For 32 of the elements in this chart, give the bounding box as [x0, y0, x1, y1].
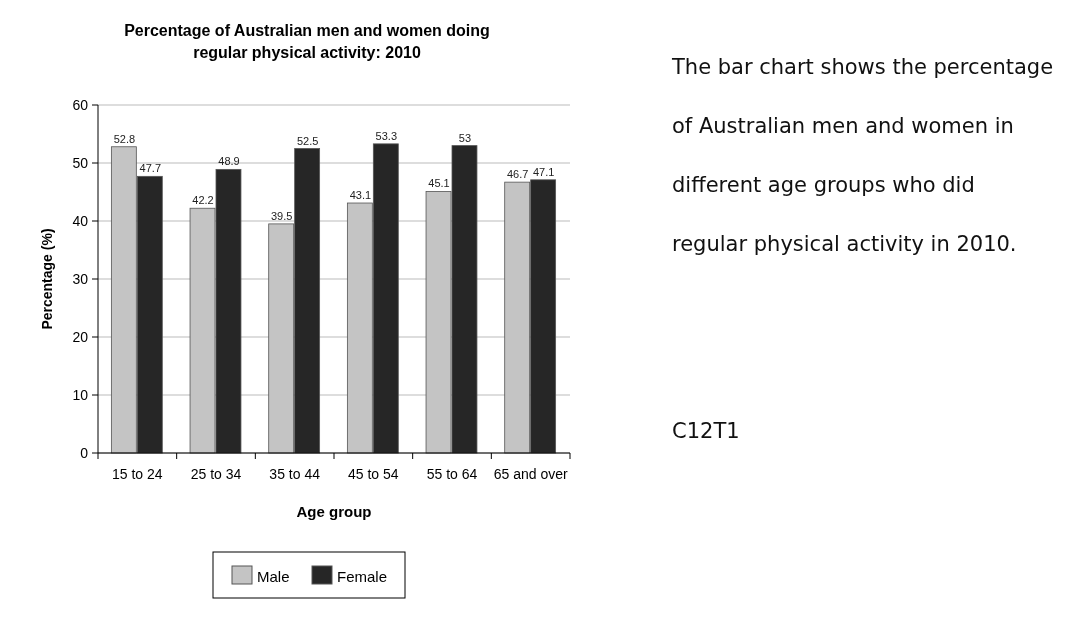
chart-title: Percentage of Australian men and women doing regular physical activity: 2010 — [124, 22, 490, 61]
y-tick-label: 0 — [80, 445, 89, 461]
legend-label: Female — [337, 568, 388, 585]
legend-label: Male — [257, 568, 290, 585]
x-tick-label: 65 and over — [493, 466, 568, 482]
data-label: 48.9 — [218, 155, 240, 168]
data-label: 47.7 — [139, 162, 162, 175]
x-tick-label: 55 to 64 — [426, 466, 478, 482]
y-tick-label: 50 — [72, 155, 89, 171]
text: C12T1 — [672, 419, 740, 443]
data-label: 39.5 — [270, 209, 293, 222]
data-label: 43.1 — [349, 189, 372, 202]
data-label: 53 — [458, 131, 472, 144]
x-tick-label: 35 to 44 — [269, 466, 321, 482]
text: The bar chart shows the percentage of Australian men and women in different age groups who did regular physical activity in 2010. — [672, 55, 1054, 256]
y-tick-label: 20 — [72, 329, 89, 345]
data-label: 42.2 — [192, 194, 214, 207]
y-tick-label: 40 — [72, 213, 89, 229]
y-axis-title: Percentage (%) — [39, 228, 55, 330]
data-label: 46.7 — [506, 168, 529, 181]
data-label: 53.3 — [375, 129, 398, 142]
data-label: 52.8 — [113, 132, 136, 145]
data-label: 52.5 — [296, 134, 319, 147]
data-label: 47.1 — [532, 165, 555, 178]
y-tick-label: 60 — [72, 97, 89, 113]
y-tick-label: 30 — [72, 271, 89, 287]
x-tick-label: 25 to 34 — [190, 466, 242, 482]
x-tick-label: 45 to 54 — [348, 466, 399, 482]
y-tick-label: 10 — [72, 387, 89, 403]
x-axis-title: Age group — [296, 503, 372, 520]
x-tick-label: 15 to 24 — [112, 466, 163, 482]
data-label: 45.1 — [428, 177, 450, 190]
